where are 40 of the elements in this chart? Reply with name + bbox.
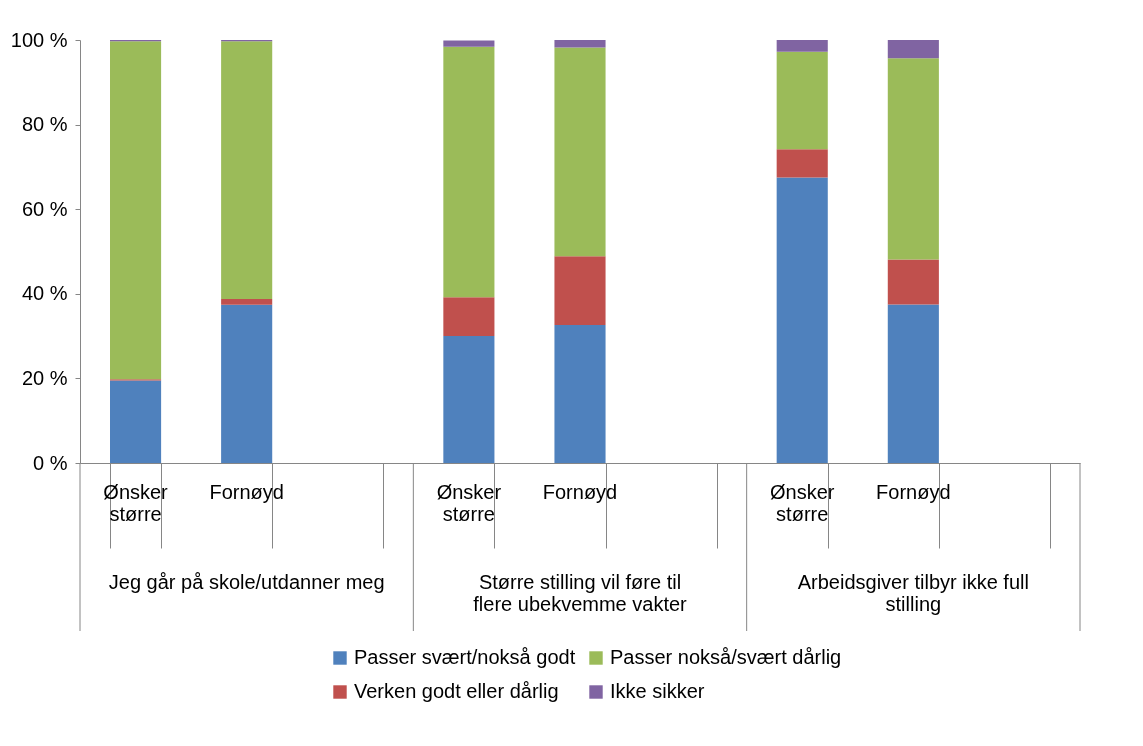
- bar: [110, 380, 162, 463]
- legend-label: Passer nokså/svært dårlig: [610, 646, 842, 668]
- bar: [554, 47, 606, 257]
- y-tick-label: 40 %: [21, 282, 68, 305]
- bar: [887, 304, 939, 463]
- bar: [776, 40, 828, 52]
- bar: [776, 51, 828, 150]
- bar: [110, 41, 162, 380]
- bar: [776, 177, 828, 463]
- bar: [443, 40, 495, 47]
- bar: [776, 149, 828, 178]
- y-tick-label: 60 %: [21, 197, 68, 220]
- y-tick-label: 100 %: [10, 28, 68, 51]
- bar: [221, 298, 273, 305]
- x-tick-label: Fornøyd: [209, 481, 284, 503]
- bar: [887, 259, 939, 305]
- bar: [554, 40, 606, 48]
- text: Arbeidsgiver tilbyr ikke full stilling: [797, 571, 1029, 615]
- legend-label: Ikke sikker: [610, 680, 705, 702]
- x-tick-label: Ønsker større: [769, 481, 835, 525]
- text: Jeg går på skole/utdanner meg: [108, 571, 385, 593]
- x-tick-label: Fornøyd: [876, 481, 951, 503]
- bar: [554, 325, 606, 463]
- bar: [887, 58, 939, 260]
- bar: [443, 336, 495, 463]
- legend-label: Verken godt eller dårlig: [354, 680, 559, 702]
- x-tick-label: Ønsker større: [103, 481, 169, 525]
- y-tick-label: 80 %: [21, 113, 68, 136]
- x-tick-label: Ønsker større: [436, 481, 502, 525]
- x-tick-label: Fornøyd: [542, 481, 618, 503]
- bar: [221, 304, 273, 463]
- bar: [554, 256, 606, 326]
- bar: [443, 297, 495, 337]
- legend-label: Passer svært/nokså godt: [354, 646, 576, 668]
- y-tick-label: 0 %: [33, 451, 68, 474]
- bar: [887, 40, 939, 59]
- bar: [221, 41, 273, 299]
- bar: [443, 46, 495, 298]
- y-tick-label: 20 %: [21, 366, 68, 389]
- text: Større stilling vil føre til flere ubekvemme vakter: [473, 571, 688, 615]
